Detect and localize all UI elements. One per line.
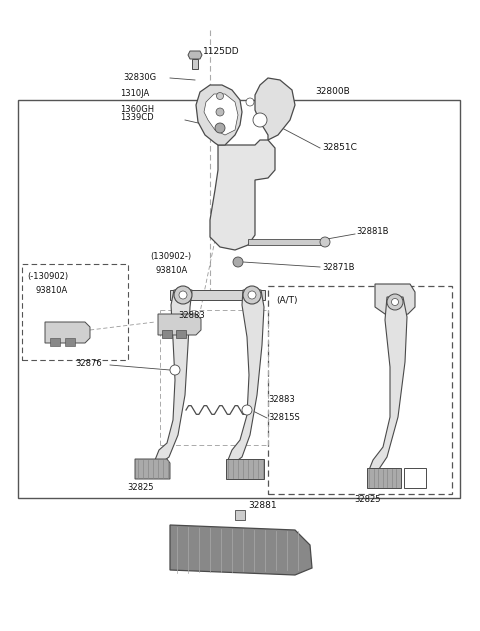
Ellipse shape xyxy=(246,98,254,106)
Polygon shape xyxy=(255,78,295,140)
Polygon shape xyxy=(155,290,192,463)
Ellipse shape xyxy=(233,257,243,267)
Ellipse shape xyxy=(392,298,398,305)
Polygon shape xyxy=(135,459,170,479)
Text: 32871B: 32871B xyxy=(322,262,355,271)
Polygon shape xyxy=(45,322,90,343)
Polygon shape xyxy=(162,330,172,338)
Ellipse shape xyxy=(243,286,261,304)
Ellipse shape xyxy=(216,108,224,116)
Ellipse shape xyxy=(215,123,225,133)
Text: 32876: 32876 xyxy=(75,358,102,367)
Text: 1310JA: 1310JA xyxy=(120,90,149,98)
Polygon shape xyxy=(50,338,60,346)
Text: 93810A: 93810A xyxy=(36,286,68,295)
Text: 32825: 32825 xyxy=(354,495,381,505)
Bar xyxy=(268,286,452,494)
Ellipse shape xyxy=(253,113,267,127)
Polygon shape xyxy=(375,284,415,317)
Text: 1125DD: 1125DD xyxy=(203,47,240,56)
Text: 1360GH: 1360GH xyxy=(120,105,154,114)
Polygon shape xyxy=(228,290,264,463)
Ellipse shape xyxy=(174,286,192,304)
Ellipse shape xyxy=(320,237,330,247)
Bar xyxy=(22,264,128,360)
Polygon shape xyxy=(367,468,401,488)
Polygon shape xyxy=(196,85,242,145)
Polygon shape xyxy=(204,94,238,135)
Polygon shape xyxy=(226,459,264,479)
Text: 32881B: 32881B xyxy=(356,228,388,237)
Polygon shape xyxy=(170,525,312,575)
Text: (-130902): (-130902) xyxy=(27,272,68,281)
Ellipse shape xyxy=(179,291,187,299)
Polygon shape xyxy=(192,59,198,69)
Text: 32830G: 32830G xyxy=(123,73,156,83)
Text: 93810A: 93810A xyxy=(155,266,187,275)
Polygon shape xyxy=(170,290,265,300)
Text: 1339CD: 1339CD xyxy=(120,114,154,122)
Text: 32851C: 32851C xyxy=(322,143,357,153)
Text: 32800B: 32800B xyxy=(315,88,350,97)
Text: 32883: 32883 xyxy=(268,396,295,404)
Polygon shape xyxy=(176,330,186,338)
Bar xyxy=(18,100,460,498)
Ellipse shape xyxy=(387,294,403,310)
Text: 32881: 32881 xyxy=(248,500,276,509)
Polygon shape xyxy=(235,510,245,520)
Text: 32825: 32825 xyxy=(127,483,154,493)
Ellipse shape xyxy=(248,291,256,299)
Polygon shape xyxy=(158,314,201,335)
Ellipse shape xyxy=(170,365,180,375)
Bar xyxy=(404,468,426,488)
Text: 32883: 32883 xyxy=(178,310,205,319)
Text: 32815S: 32815S xyxy=(268,413,300,423)
Ellipse shape xyxy=(242,405,252,415)
Polygon shape xyxy=(188,51,202,59)
Polygon shape xyxy=(248,239,325,245)
Text: (130902-): (130902-) xyxy=(150,252,191,261)
Text: (A/T): (A/T) xyxy=(276,296,298,305)
Polygon shape xyxy=(210,140,275,250)
Polygon shape xyxy=(369,297,407,472)
Ellipse shape xyxy=(216,93,224,100)
Polygon shape xyxy=(65,338,75,346)
